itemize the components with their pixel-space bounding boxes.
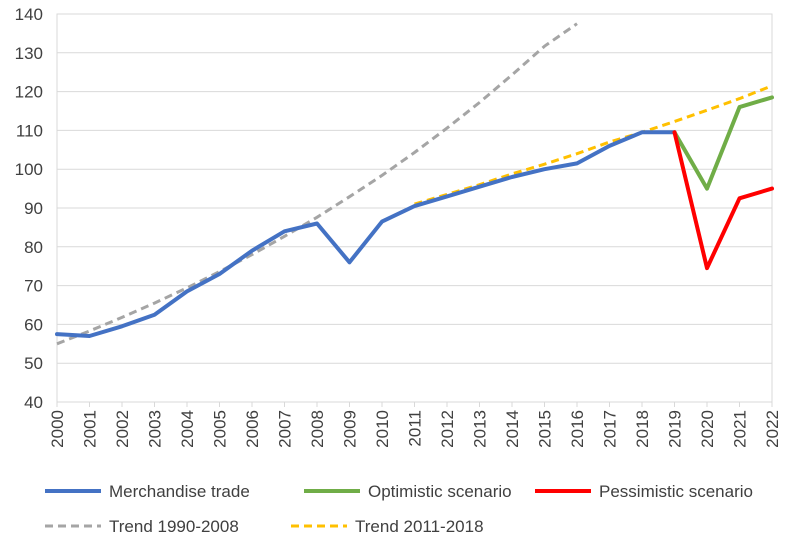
x-tick-label-2001: 2001 xyxy=(81,410,100,448)
legend-item-optimistic-scenario: Optimistic scenario xyxy=(304,482,512,501)
x-tick-label-2019: 2019 xyxy=(666,410,685,448)
x-tick-label-2002: 2002 xyxy=(113,410,132,448)
x-tick-label-2020: 2020 xyxy=(698,410,717,448)
x-tick-label-2008: 2008 xyxy=(308,410,327,448)
x-tick-label-2013: 2013 xyxy=(471,410,490,448)
y-tick-label-100: 100 xyxy=(15,160,43,179)
x-tick-label-2015: 2015 xyxy=(536,410,555,448)
series-line-trend-1990-2008 xyxy=(56,22,578,346)
x-tick-label-2012: 2012 xyxy=(438,410,457,448)
x-tick-label-2014: 2014 xyxy=(503,410,522,448)
legend-item-merchandise-trade: Merchandise trade xyxy=(45,482,250,501)
legend-item-pessimistic-scenario: Pessimistic scenario xyxy=(535,482,753,501)
y-axis: 40 50 60 70 80 90 100 110 120 130 140 xyxy=(15,5,43,412)
x-tick-label-2016: 2016 xyxy=(568,410,587,448)
x-tick-label-2022: 2022 xyxy=(763,410,782,448)
x-tick-label-2009: 2009 xyxy=(341,410,360,448)
legend-label-pessimistic-scenario: Pessimistic scenario xyxy=(599,482,753,501)
legend-label-trend-2011-2018: Trend 2011-2018 xyxy=(355,517,484,536)
y-tick-label-60: 60 xyxy=(24,315,43,334)
x-tick-label-2006: 2006 xyxy=(243,410,262,448)
x-tick-label-2003: 2003 xyxy=(146,410,165,448)
x-tick-label-2021: 2021 xyxy=(731,410,750,448)
series-line-trend-2011-2018 xyxy=(414,84,773,206)
legend: Merchandise trade Optimistic scenario Pess… xyxy=(45,482,753,536)
x-tick-label-2017: 2017 xyxy=(601,410,620,448)
y-tick-label-80: 80 xyxy=(24,238,43,257)
legend-label-merchandise-trade: Merchandise trade xyxy=(109,482,250,501)
legend-item-trend-2011-2018: Trend 2011-2018 xyxy=(291,517,484,536)
y-tick-label-40: 40 xyxy=(24,393,43,412)
series-layer xyxy=(55,22,774,346)
legend-label-optimistic-scenario: Optimistic scenario xyxy=(368,482,512,501)
y-tick-label-120: 120 xyxy=(15,83,43,102)
series-line-merchandise-trade xyxy=(55,130,677,338)
x-tick-label-2010: 2010 xyxy=(373,410,392,448)
legend-item-trend-1990-2008: Trend 1990-2008 xyxy=(45,517,239,536)
x-tick-label-2018: 2018 xyxy=(633,410,652,448)
series-line-optimistic-scenario xyxy=(672,95,774,191)
y-tick-label-70: 70 xyxy=(24,277,43,296)
x-tick-label-2011: 2011 xyxy=(406,410,425,447)
gridlines xyxy=(57,13,772,403)
series-line-pessimistic-scenario xyxy=(672,130,774,271)
y-tick-label-50: 50 xyxy=(24,354,43,373)
x-tick-label-2000: 2000 xyxy=(48,410,67,448)
x-tick-label-2005: 2005 xyxy=(211,410,230,448)
y-tick-label-90: 90 xyxy=(24,199,43,218)
x-axis: 2000 2001 2002 2003 2004 2005 2006 2007 2008 2009… xyxy=(48,402,782,448)
y-tick-label-140: 140 xyxy=(15,5,43,24)
x-tick-label-2007: 2007 xyxy=(276,410,295,448)
y-tick-label-110: 110 xyxy=(16,121,43,140)
legend-label-trend-1990-2008: Trend 1990-2008 xyxy=(109,517,239,536)
x-tick-label-2004: 2004 xyxy=(178,410,197,448)
y-tick-label-130: 130 xyxy=(15,44,43,63)
